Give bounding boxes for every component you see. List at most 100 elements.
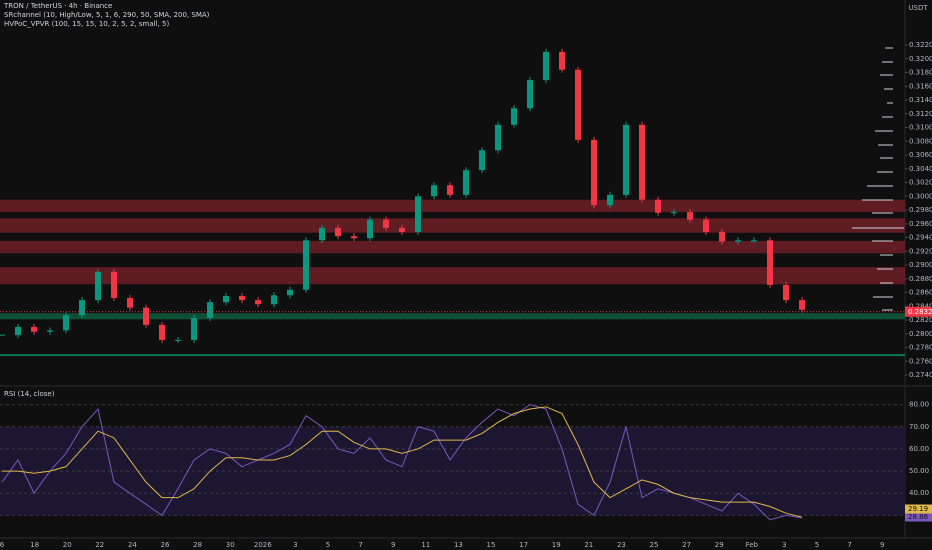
candle [799,300,805,310]
candle [335,227,341,237]
candle [79,300,85,316]
candle [479,150,485,171]
value-label: 29.19 [908,505,928,513]
sr-zone [0,313,905,320]
candle [527,80,533,109]
candle [207,302,213,318]
candle [415,196,421,233]
x-tick-label: Feb [746,541,759,549]
y-tick-label: 0.3060 [909,151,932,159]
candle [287,289,293,296]
candle [623,124,629,195]
candle [431,185,437,197]
x-tick-label: 21 [584,541,593,549]
candle [319,227,325,241]
candle [447,185,453,195]
y-tick-label: 0.2800 [909,330,932,338]
candle [127,298,133,308]
indicator-label: HVPoC_VPVR (100, 15, 15, 10, 2, 5, 2, sm… [4,20,169,28]
y-tick-label: 60.00 [909,445,929,453]
x-tick-label: 17 [519,541,528,549]
y-tick-label: 0.2900 [909,261,932,269]
value-tag [905,504,932,514]
candle [735,240,741,242]
candle [63,315,69,331]
sr-zone [0,267,905,285]
y-tick-label: 0.3020 [909,179,932,187]
candle [255,300,261,305]
candle [303,240,309,290]
sr-zone [0,218,905,233]
y-tick-label: 0.2980 [909,206,932,214]
y-tick-label: 0.2880 [909,275,932,283]
y-tick-label: 0.3180 [909,69,932,77]
candle [495,124,501,151]
x-tick-label: 30 [226,541,235,549]
candle [591,139,597,206]
y-tick-label: 0.2740 [909,371,932,379]
last-price-label: 0.2832 [908,308,932,316]
y-tick-label: 0.2940 [909,234,932,242]
x-tick-label: 5 [815,541,819,549]
indicator-label: SRchannel (10, High/Low, 5, 1, 6, 290, 5… [4,11,210,19]
y-tick-label: 0.3120 [909,110,932,118]
x-tick-label: 22 [95,541,104,549]
candle [575,69,581,140]
candle [639,124,645,200]
x-tick-label: 15 [487,541,496,549]
x-tick-label: 3 [782,541,786,549]
candle [175,339,181,341]
candle [143,307,149,325]
x-tick-label: 5 [326,541,330,549]
candle [159,324,165,340]
x-tick-label: 26 [161,541,170,549]
candle [671,212,677,214]
candle [367,219,373,239]
candle [191,317,197,340]
y-tick-label: 0.3160 [909,82,932,90]
y-tick-label: 0.2960 [909,220,932,228]
candle [95,271,101,301]
x-tick-label: 7 [847,541,851,549]
candle [31,326,37,332]
x-tick-label: 19 [552,541,561,549]
x-tick-label: 29 [715,541,724,549]
x-tick-label: 9 [880,541,884,549]
y-tick-label: 0.2820 [909,316,932,324]
volume-profile [852,47,904,311]
y-tick-label: 0.3080 [909,137,932,145]
candle [607,194,613,206]
last-price-tag [905,306,932,317]
x-tick-label: 11 [421,541,430,549]
sr-zone [0,240,905,254]
currency-label[interactable]: USDT [908,4,928,12]
y-tick-label: 0.2760 [909,357,932,365]
x-tick-label: 25 [650,541,659,549]
candle [543,51,549,81]
candle [351,236,357,239]
x-tick-label: 27 [682,541,691,549]
candle [47,330,53,332]
sr-zone [0,199,905,213]
candle [271,295,277,305]
x-tick-label: 23 [617,541,626,549]
candle [111,271,117,299]
y-tick-label: 0.2780 [909,344,932,352]
symbol-title: TRON / TetherUS · 4h · Binance [3,2,112,10]
x-tick-label: 28 [193,541,202,549]
candle [719,232,725,242]
y-tick-label: 0.3140 [909,96,932,104]
candle [559,51,565,70]
candle [399,227,405,233]
y-tick-label: 0.2920 [909,247,932,255]
plot [0,48,905,521]
value-tag [905,512,932,522]
y-tick-label: 0.3000 [909,192,932,200]
y-tick-label: 0.2840 [909,302,932,310]
candle [511,108,517,125]
candle [239,295,245,301]
x-tick-label: 24 [128,541,137,549]
x-tick-label: 13 [454,541,463,549]
candle [15,326,21,336]
